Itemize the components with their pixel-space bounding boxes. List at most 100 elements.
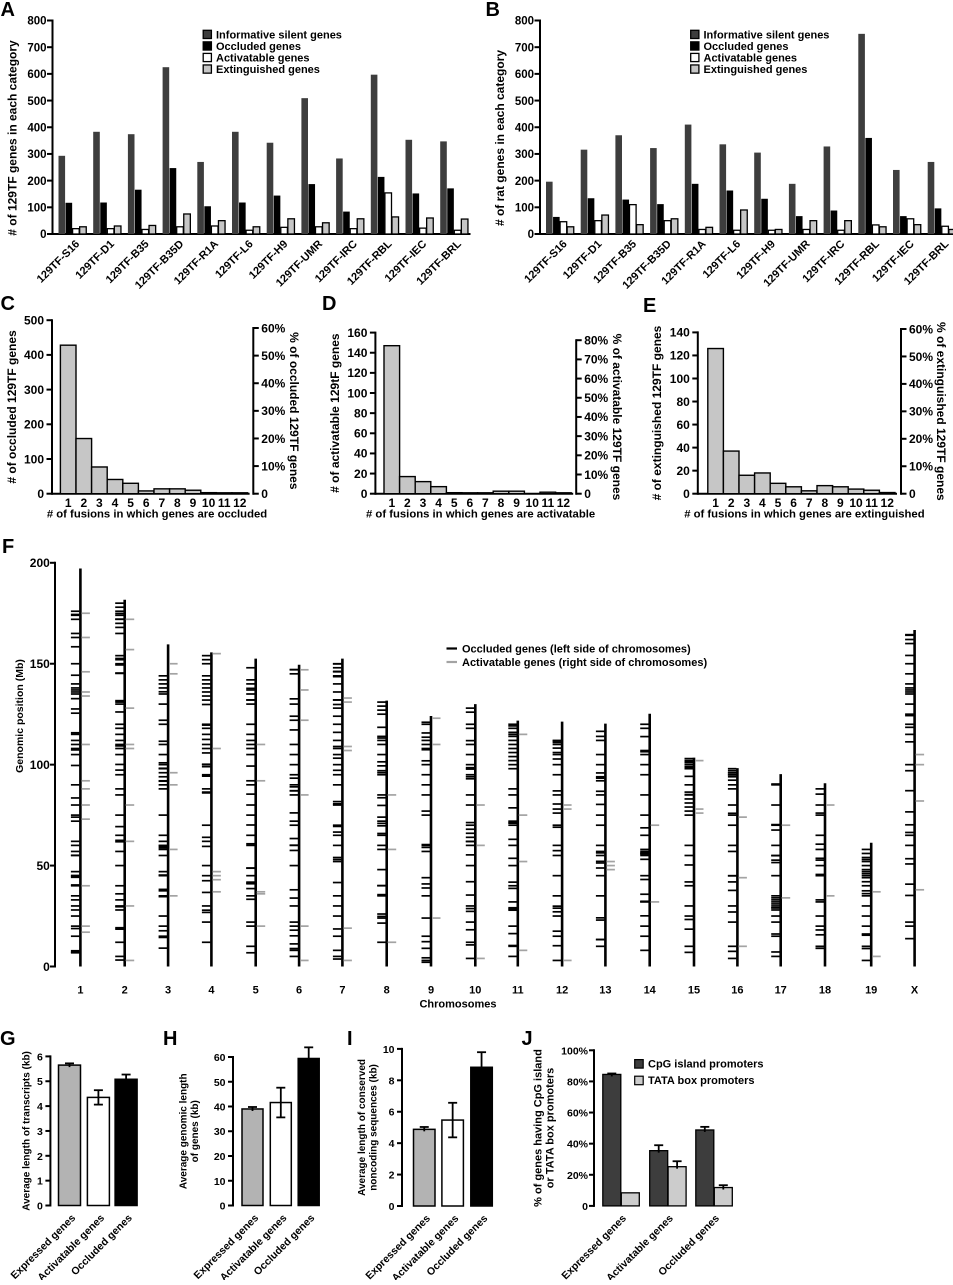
svg-text:800: 800 bbox=[27, 16, 46, 28]
svg-text:60: 60 bbox=[676, 418, 690, 432]
svg-text:8: 8 bbox=[389, 1075, 395, 1087]
svg-text:6: 6 bbox=[466, 496, 473, 510]
svg-text:12: 12 bbox=[557, 496, 571, 510]
svg-text:300: 300 bbox=[24, 383, 44, 397]
svg-text:120: 120 bbox=[670, 349, 690, 363]
svg-text:of genes (kb): of genes (kb) bbox=[190, 1100, 201, 1162]
svg-text:17: 17 bbox=[775, 985, 787, 997]
svg-text:Average genomic length: Average genomic length bbox=[178, 1073, 189, 1189]
svg-text:E: E bbox=[643, 295, 656, 317]
svg-text:700: 700 bbox=[515, 42, 534, 54]
svg-text:40%: 40% bbox=[584, 410, 608, 424]
svg-text:2: 2 bbox=[37, 1151, 43, 1163]
svg-text:6: 6 bbox=[37, 1051, 43, 1063]
svg-text:0: 0 bbox=[389, 1201, 395, 1213]
svg-text:12: 12 bbox=[233, 496, 247, 510]
svg-text:15: 15 bbox=[688, 985, 700, 997]
svg-text:0: 0 bbox=[584, 487, 591, 501]
svg-text:2: 2 bbox=[122, 985, 128, 997]
svg-text:11: 11 bbox=[512, 985, 524, 997]
svg-text:40%: 40% bbox=[567, 1139, 589, 1151]
svg-text:60: 60 bbox=[354, 427, 368, 441]
svg-text:30: 30 bbox=[214, 1126, 226, 1138]
svg-text:19: 19 bbox=[865, 985, 877, 997]
svg-text:20%: 20% bbox=[584, 449, 608, 463]
svg-text:12: 12 bbox=[881, 496, 895, 510]
svg-text:50: 50 bbox=[214, 1077, 226, 1089]
svg-text:10%: 10% bbox=[909, 460, 933, 474]
svg-text:1: 1 bbox=[712, 496, 719, 510]
svg-text:40: 40 bbox=[676, 441, 690, 455]
svg-text:13: 13 bbox=[599, 985, 611, 997]
svg-text:8: 8 bbox=[174, 496, 181, 510]
svg-text:Informative silent genes: Informative silent genes bbox=[704, 30, 830, 42]
svg-text:80%: 80% bbox=[567, 1076, 589, 1088]
svg-text:10: 10 bbox=[849, 496, 863, 510]
svg-text:X: X bbox=[911, 985, 919, 997]
svg-text:D: D bbox=[322, 293, 336, 315]
svg-text:# of fusions in which genes ar: # of fusions in which genes are extingui… bbox=[684, 509, 925, 521]
svg-text:Extinguished genes: Extinguished genes bbox=[704, 64, 808, 76]
svg-text:6: 6 bbox=[296, 985, 302, 997]
svg-text:80%: 80% bbox=[584, 334, 608, 348]
svg-text:100: 100 bbox=[515, 203, 534, 215]
svg-text:120: 120 bbox=[347, 366, 367, 380]
svg-text:0: 0 bbox=[220, 1201, 226, 1213]
svg-text:50%: 50% bbox=[909, 350, 933, 364]
svg-text:8: 8 bbox=[821, 496, 828, 510]
svg-text:40: 40 bbox=[214, 1102, 226, 1114]
svg-text:200: 200 bbox=[30, 556, 50, 570]
svg-text:1: 1 bbox=[65, 496, 72, 510]
svg-text:TATA box promoters: TATA box promoters bbox=[648, 1075, 755, 1087]
svg-text:60: 60 bbox=[214, 1052, 226, 1064]
svg-text:9: 9 bbox=[190, 496, 197, 510]
svg-text:3: 3 bbox=[37, 1126, 43, 1138]
svg-text:11: 11 bbox=[865, 496, 878, 510]
svg-text:2: 2 bbox=[389, 1170, 395, 1182]
svg-text:5: 5 bbox=[775, 496, 782, 510]
svg-text:10: 10 bbox=[469, 985, 481, 997]
svg-text:60%: 60% bbox=[909, 322, 933, 336]
svg-text:50%: 50% bbox=[261, 349, 285, 363]
svg-text:% of activatable 129TF genes: % of activatable 129TF genes bbox=[610, 334, 624, 501]
svg-text:80: 80 bbox=[354, 406, 368, 420]
svg-text:10%: 10% bbox=[584, 468, 608, 482]
svg-text:1: 1 bbox=[77, 985, 83, 997]
svg-text:140: 140 bbox=[347, 346, 367, 360]
svg-text:J: J bbox=[522, 1028, 533, 1050]
svg-text:5: 5 bbox=[127, 496, 134, 510]
svg-text:0: 0 bbox=[909, 487, 916, 501]
svg-text:150: 150 bbox=[30, 657, 50, 671]
svg-text:11: 11 bbox=[218, 496, 231, 510]
svg-text:30%: 30% bbox=[584, 429, 608, 443]
svg-text:% of genes having CpG island: % of genes having CpG island bbox=[533, 1049, 545, 1207]
svg-text:2: 2 bbox=[404, 496, 411, 510]
svg-text:4: 4 bbox=[759, 496, 766, 510]
svg-text:40%: 40% bbox=[909, 377, 933, 391]
svg-text:5: 5 bbox=[37, 1076, 43, 1088]
svg-text:20: 20 bbox=[354, 467, 368, 481]
svg-text:0: 0 bbox=[261, 487, 268, 501]
svg-text:3: 3 bbox=[165, 985, 171, 997]
svg-text:7: 7 bbox=[482, 496, 489, 510]
svg-text:10: 10 bbox=[383, 1044, 395, 1056]
svg-text:600: 600 bbox=[515, 69, 534, 81]
svg-text:20%: 20% bbox=[261, 432, 285, 446]
svg-text:Occluded genes: Occluded genes bbox=[216, 41, 301, 53]
svg-text:20%: 20% bbox=[909, 432, 933, 446]
svg-text:7: 7 bbox=[339, 985, 345, 997]
svg-text:# of 129TF genes in each categ: # of 129TF genes in each category bbox=[6, 40, 20, 236]
svg-text:400: 400 bbox=[27, 123, 46, 135]
svg-text:50%: 50% bbox=[584, 391, 608, 405]
svg-text:Genomic position (Mb): Genomic position (Mb) bbox=[14, 659, 26, 773]
svg-text:14: 14 bbox=[644, 985, 657, 997]
svg-text:C: C bbox=[1, 293, 15, 315]
svg-text:B: B bbox=[486, 0, 500, 21]
svg-text:0: 0 bbox=[683, 487, 690, 501]
svg-text:60%: 60% bbox=[584, 372, 608, 386]
svg-text:2: 2 bbox=[728, 496, 735, 510]
svg-text:# of occluded 129TF genes: # of occluded 129TF genes bbox=[5, 330, 19, 484]
svg-text:100%: 100% bbox=[561, 1045, 589, 1057]
svg-text:500: 500 bbox=[515, 96, 534, 108]
svg-text:Chromosomes: Chromosomes bbox=[419, 999, 496, 1011]
